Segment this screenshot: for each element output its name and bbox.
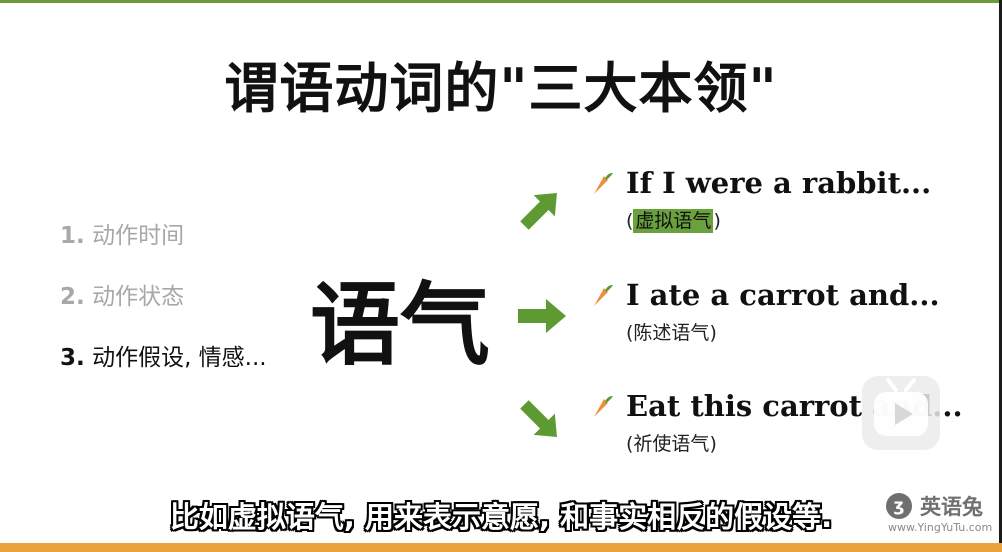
step-number: 3.	[60, 345, 85, 371]
example-item: I ate a carrot and... (陈述语气)	[590, 278, 940, 345]
logo-name: 英语兔	[920, 495, 983, 519]
play-button[interactable]	[862, 376, 940, 450]
step-item: 2. 动作状态	[60, 277, 184, 311]
slide-title: 谓语动词的"三大本领"	[224, 56, 778, 120]
step-number: 2.	[60, 284, 85, 310]
video-subtitle: 比如虚拟语气, 用来表示意愿, 和事实相反的假设等.	[169, 500, 833, 534]
step-item-active: 3. 动作假设, 情感...	[60, 338, 267, 372]
rabbit-logo-icon: ʒ	[886, 493, 912, 519]
carrot-icon	[594, 396, 613, 417]
example-sentence: I ate a carrot and...	[626, 278, 940, 312]
step-label: 动作状态	[92, 284, 185, 310]
step-label: 动作时间	[92, 223, 185, 249]
play-icon	[874, 378, 928, 436]
example-item: If I were a rabbit... (虚拟语气)	[590, 166, 931, 233]
example-type: (祈使语气)	[626, 433, 717, 455]
top-accent-bar	[0, 0, 1002, 3]
highlighted-mood-type: 虚拟语气	[633, 209, 714, 233]
arrow-down-right-icon	[520, 400, 557, 437]
step-number: 1.	[60, 223, 85, 249]
step-item: 1. 动作时间	[60, 216, 184, 250]
carrot-icon	[594, 173, 613, 194]
mood-label: 语气	[310, 272, 490, 378]
bottom-accent-bar	[0, 543, 1002, 552]
example-sentence: If I were a rabbit...	[626, 166, 932, 200]
right-edge	[999, 0, 1002, 552]
example-type: (陈述语气)	[626, 322, 717, 344]
arrow-up-right-icon	[520, 193, 557, 230]
step-label: 动作假设, 情感...	[92, 345, 267, 371]
logo-url: www.YingYuTu.com	[888, 521, 993, 534]
example-type: (虚拟语气)	[626, 209, 721, 233]
carrot-icon	[594, 285, 613, 306]
arrow-right-icon	[518, 299, 566, 333]
